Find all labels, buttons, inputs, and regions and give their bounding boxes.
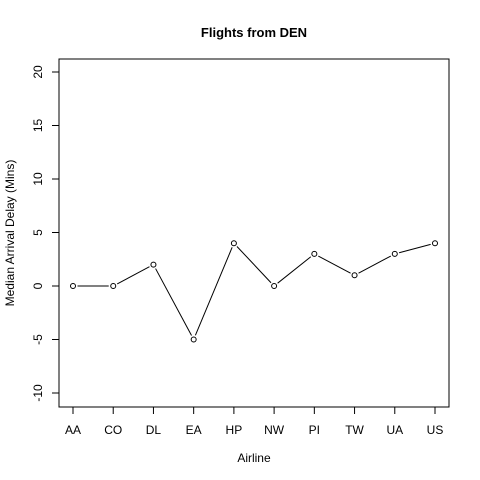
x-axis-label: Airline [237,451,271,465]
series-segment [155,268,192,336]
data-point-co [110,283,117,289]
y-tick-label: 10 [31,172,45,186]
data-point-hp [230,240,237,247]
y-tick-label: -10 [31,384,45,402]
series-segment [116,266,150,285]
data-point-pi [311,250,318,257]
y-tick-label: -5 [31,334,45,345]
series-segment [318,255,351,274]
data-point-aa [70,283,76,289]
x-tick-label: HP [226,423,243,437]
data-point-tw [351,272,358,279]
x-tick-label: DL [146,423,162,437]
y-axis-label: Median Arrival Delay (Mins) [3,160,17,307]
x-tick-label: TW [345,423,364,437]
x-tick-label: EA [186,423,202,437]
y-tick-label: 20 [31,65,45,79]
data-point-ua [391,250,398,257]
series-segment [236,246,272,284]
data-point-dl [150,261,157,268]
chart-title: Flights from DEN [201,25,307,40]
x-axis: AA CO DL EA HP NW PI TW UA US [65,406,444,437]
y-axis: -10 -5 0 5 10 15 20 [31,65,60,402]
series-median-delay [70,240,438,343]
plot-frame [58,58,450,408]
series-segment [194,247,233,336]
data-point-us [432,240,438,247]
series-segment [358,255,392,274]
y-tick-label: 0 [31,282,45,289]
data-point-nw [271,283,278,289]
series-segment [277,256,312,284]
x-tick-label: AA [65,423,81,437]
y-tick-label: 5 [31,229,45,236]
x-tick-label: US [427,423,444,437]
series-segment [398,243,431,254]
x-tick-label: NW [264,423,285,437]
data-point-ea [190,336,197,343]
x-tick-label: UA [386,423,403,437]
y-tick-label: 15 [31,119,45,133]
x-tick-label: CO [104,423,122,437]
x-tick-label: PI [309,423,320,437]
